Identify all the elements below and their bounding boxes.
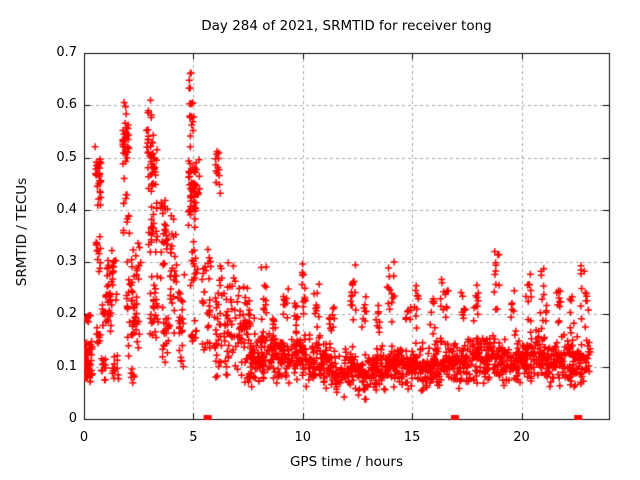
y-tick-label: 0.2 [56,306,77,322]
x-tick-label: 15 [403,430,421,445]
x-tick-label: 5 [189,430,198,445]
y-tick-label: 0.1 [56,358,77,374]
y-tick-label: 0.6 [56,97,77,113]
x-tick-label: 10 [294,430,312,445]
y-tick-label: 0.3 [56,254,77,270]
x-tick-label: 20 [513,430,530,445]
y-tick-label: 0.4 [56,201,77,217]
y-tick-label: 0 [68,411,77,426]
y-tick-label: 0.5 [56,149,77,165]
x-tick-label: 0 [79,430,89,445]
chart-title: Day 284 of 2021, SRMTID for receiver ton… [201,18,492,34]
y-tick-label: 0.7 [56,45,77,60]
x-axis-label: GPS time / hours [289,454,404,470]
